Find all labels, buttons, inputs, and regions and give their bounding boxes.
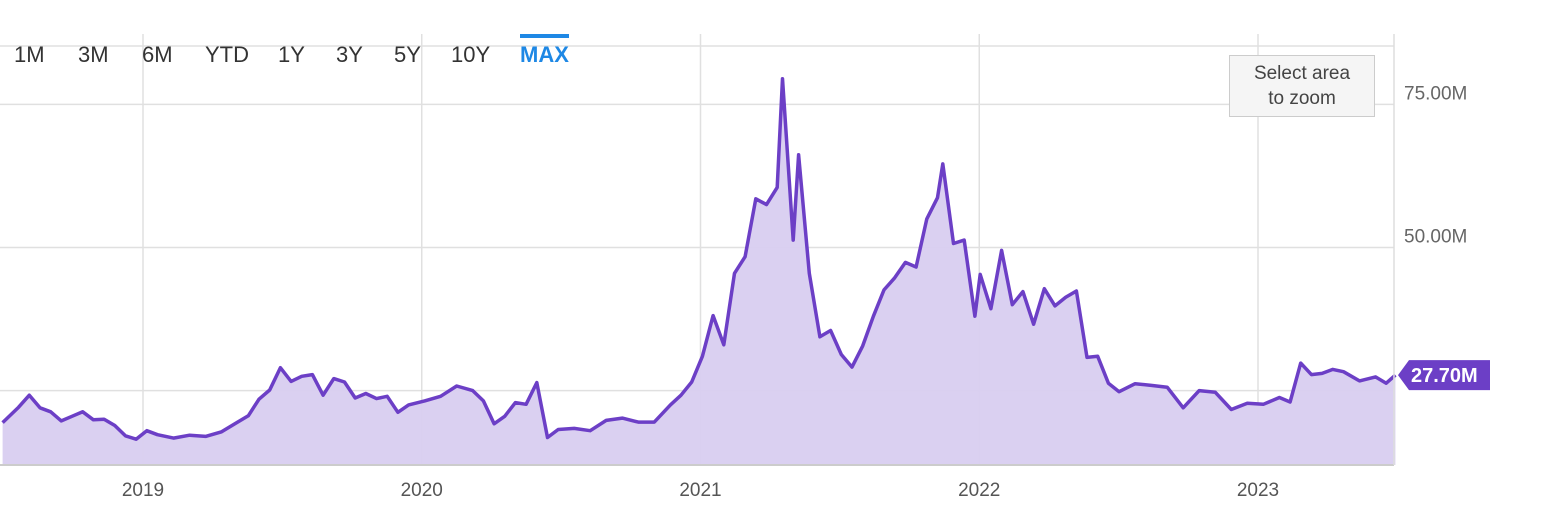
range-tab-1m[interactable]: 1M xyxy=(14,42,45,67)
last-value-badge: 27.70M xyxy=(1398,360,1490,391)
series-area-fill xyxy=(2,78,1396,465)
last-value-badge-shape xyxy=(1398,360,1490,391)
y-tick-label: 75.00M xyxy=(1404,83,1467,104)
range-tab-1y[interactable]: 1Y xyxy=(278,42,305,67)
active-range-indicator xyxy=(520,34,569,38)
y-axis-tick-labels: 50.00M 75.00M xyxy=(1404,83,1467,247)
horizontal-gridlines xyxy=(0,45,1394,392)
select-area-zoom-button[interactable]: Select area to zoom xyxy=(1229,55,1375,117)
range-tab-ytd[interactable]: YTD xyxy=(205,42,249,67)
x-tick-label: 2021 xyxy=(679,480,721,501)
zoom-button-line1: Select area xyxy=(1253,63,1351,84)
vertical-gridlines xyxy=(142,34,1259,465)
last-value-label: 27.70M xyxy=(1411,365,1478,387)
zoom-button-line2: to zoom xyxy=(1268,88,1336,109)
x-tick-label: 2022 xyxy=(958,480,1000,501)
range-tab-3m[interactable]: 3M xyxy=(78,42,109,67)
range-tab-10y[interactable]: 10Y xyxy=(451,42,491,67)
x-tick-label: 2023 xyxy=(1237,480,1279,501)
range-tab-6m[interactable]: 6M xyxy=(142,42,173,67)
range-tab-3y[interactable]: 3Y xyxy=(336,42,363,67)
range-tab-max[interactable]: MAX xyxy=(520,42,569,67)
y-tick-label: 50.00M xyxy=(1404,227,1467,248)
series-line[interactable] xyxy=(1,76,1397,441)
x-tick-label: 2019 xyxy=(122,480,164,501)
x-tick-label: 2020 xyxy=(401,480,443,501)
range-tab-5y[interactable]: 5Y xyxy=(394,42,421,67)
x-axis-tick-labels: 2019 2020 2021 2022 2023 xyxy=(122,480,1279,501)
